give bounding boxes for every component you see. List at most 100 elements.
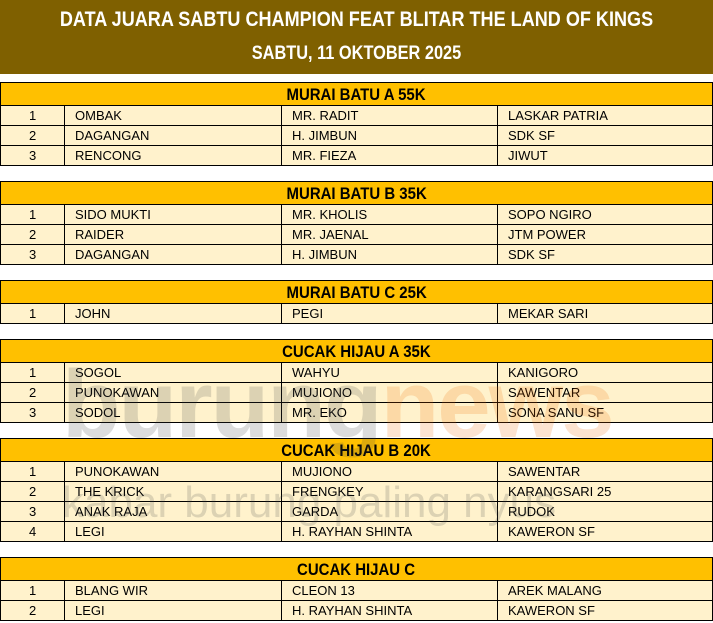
rank-cell: 1 [1,462,65,481]
team-cell: KAWERON SF [508,603,595,618]
team-cell: SAWENTAR [508,385,581,400]
category-header: CUCAK HIJAU C [0,557,713,581]
rank-cell: 2 [1,225,65,244]
table-row: 1 SIDO MUKTI MR. KHOLIS SOPO NGIRO [0,205,713,225]
bird-name-cell: DAGANGAN [65,245,282,264]
bird-name-cell: THE KRICK [65,482,282,501]
category-header: CUCAK HIJAU A 35K [0,339,713,363]
team-cell: SOPO NGIRO [508,207,592,222]
owner-cell: PEGI [282,304,498,323]
bird-name-cell: PUNOKAWAN [65,462,282,481]
bird-name-cell: LEGI [65,522,282,541]
rank-cell: 2 [1,383,65,402]
table-row: 1 SOGOL WAHYU KANIGORO [0,363,713,383]
category-title: MURAI BATU A 55K [286,85,427,104]
table-row: 2 DAGANGAN H. JIMBUN SDK SF [0,126,713,146]
event-date: SABTU, 11 OKTOBER 2025 [251,43,462,64]
table-row: 1 BLANG WIR CLEON 13 AREK MALANG [0,581,713,601]
bird-name-cell: SIDO MUKTI [65,205,282,224]
owner-cell: H. RAYHAN SHINTA [282,522,498,541]
bird-name-cell: BLANG WIR [65,581,282,600]
category-header: MURAI BATU B 35K [0,181,713,205]
owner-cell: MUJIONO [282,462,498,481]
bird-name-cell: DAGANGAN [65,126,282,145]
category-header: MURAI BATU C 25K [0,280,713,304]
owner-cell: MR. FIEZA [282,146,498,165]
category-title: CUCAK HIJAU A 35K [282,342,431,361]
owner-cell: MR. RADIT [282,106,498,125]
bird-name-cell: SOGOL [65,363,282,382]
bird-name-cell: OMBAK [65,106,282,125]
table-row: 3 DAGANGAN H. JIMBUN SDK SF [0,245,713,265]
bird-name-cell: LEGI [65,601,282,620]
team-cell: KARANGSARI 25 [508,484,612,499]
rank-cell: 4 [1,522,65,541]
team-cell: RUDOK [508,504,555,519]
rank-cell: 1 [1,581,65,600]
rank-cell: 2 [1,482,65,501]
category-table: CUCAK HIJAU A 35K 1 SOGOL WAHYU KANIGORO 2 PUN… [0,339,713,423]
team-cell: MEKAR SARI [508,306,589,321]
team-cell: JIWUT [508,148,548,163]
bird-name-cell: JOHN [65,304,282,323]
page-title: DATA JUARA SABTU CHAMPION FEAT BLITAR TH… [59,8,654,31]
rank-cell: 1 [1,205,65,224]
category-table: CUCAK HIJAU B 20K 1 PUNOKAWAN MUJIONO SAWENT… [0,438,713,542]
team-cell: SDK SF [508,128,555,143]
table-row: 3 SODOL MR. EKO SONA SANU SF [0,403,713,423]
owner-cell: H. RAYHAN SHINTA [282,601,498,620]
table-row: 1 PUNOKAWAN MUJIONO SAWENTAR [0,462,713,482]
table-row: 1 OMBAK MR. RADIT LASKAR PATRIA [0,106,713,126]
team-cell: KAWERON SF [508,524,595,539]
category-table: CUCAK HIJAU C 1 BLANG WIR CLEON 13 AREK MALA… [0,557,713,621]
bird-name-cell: ANAK RAJA [65,502,282,521]
category-title: MURAI BATU B 35K [286,184,427,203]
owner-cell: MR. EKO [282,403,498,422]
rank-cell: 3 [1,245,65,264]
owner-cell: MR. KHOLIS [282,205,498,224]
owner-cell: H. JIMBUN [282,126,498,145]
table-row: 3 RENCONG MR. FIEZA JIWUT [0,146,713,166]
table-row: 3 ANAK RAJA GARDA RUDOK [0,502,713,522]
team-cell: JTM POWER [508,227,586,242]
table-row: 2 THE KRICK FRENGKEY KARANGSARI 25 [0,482,713,502]
table-row: 2 LEGI H. RAYHAN SHINTA KAWERON SF [0,601,713,621]
category-table: MURAI BATU B 35K 1 SIDO MUKTI MR. KHOLIS SOP… [0,181,713,265]
owner-cell: WAHYU [282,363,498,382]
rank-cell: 1 [1,106,65,125]
owner-cell: H. JIMBUN [282,245,498,264]
rank-cell: 3 [1,403,65,422]
rank-cell: 1 [1,304,65,323]
category-title: CUCAK HIJAU C [297,560,416,579]
category-table: MURAI BATU A 55K 1 OMBAK MR. RADIT LASKAR PA… [0,82,713,166]
table-row: 2 PUNOKAWAN MUJIONO SAWENTAR [0,383,713,403]
rank-cell: 3 [1,146,65,165]
table-row: 2 RAIDER MR. JAENAL JTM POWER [0,225,713,245]
bird-name-cell: SODOL [65,403,282,422]
table-row: 4 LEGI H. RAYHAN SHINTA KAWERON SF [0,522,713,542]
team-cell: AREK MALANG [508,583,602,598]
owner-cell: FRENGKEY [282,482,498,501]
owner-cell: GARDA [282,502,498,521]
category-title: CUCAK HIJAU B 20K [281,441,432,460]
bird-name-cell: RENCONG [65,146,282,165]
owner-cell: CLEON 13 [282,581,498,600]
category-header: CUCAK HIJAU B 20K [0,438,713,462]
team-cell: KANIGORO [508,365,579,380]
team-cell: SDK SF [508,247,555,262]
owner-cell: MUJIONO [282,383,498,402]
bird-name-cell: RAIDER [65,225,282,244]
table-row: 1 JOHN PEGI MEKAR SARI [0,304,713,324]
rank-cell: 3 [1,502,65,521]
team-cell: SAWENTAR [508,464,581,479]
rank-cell: 2 [1,126,65,145]
rank-cell: 2 [1,601,65,620]
title-banner: DATA JUARA SABTU CHAMPION FEAT BLITAR TH… [0,0,713,74]
team-cell: SONA SANU SF [508,405,605,420]
team-cell: LASKAR PATRIA [508,108,608,123]
category-table: MURAI BATU C 25K 1 JOHN PEGI MEKAR SARI [0,280,713,324]
category-title: MURAI BATU C 25K [286,283,427,302]
bird-name-cell: PUNOKAWAN [65,383,282,402]
rank-cell: 1 [1,363,65,382]
owner-cell: MR. JAENAL [282,225,498,244]
